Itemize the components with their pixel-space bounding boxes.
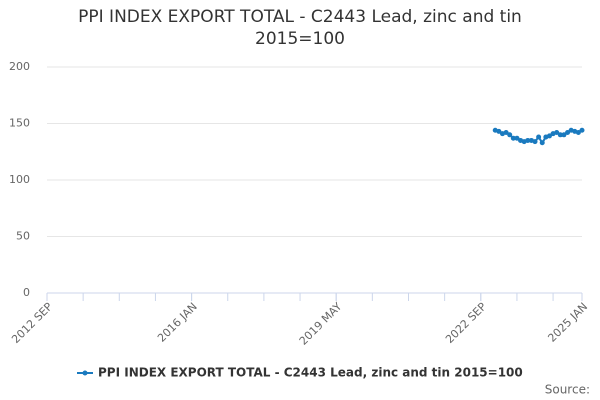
x-tick-label: 2012 SEP [9, 300, 55, 346]
data-point [546, 133, 552, 139]
y-tick-label: 150 [9, 117, 30, 130]
data-point [575, 130, 581, 136]
x-tick-label: 2019 MAY [297, 300, 345, 348]
data-point [507, 132, 513, 138]
data-point [510, 135, 516, 141]
source: Source: [545, 383, 590, 397]
y-tick-label: 200 [9, 60, 30, 73]
x-tick-label: 2025 JAN [545, 300, 590, 345]
y-tick-label: 50 [16, 230, 30, 243]
x-tick-label: 2016 JAN [155, 300, 200, 345]
data-point [557, 132, 563, 138]
data-point [565, 130, 571, 136]
data-point [503, 130, 509, 136]
legend-label: PPI INDEX EXPORT TOTAL - C2443 Lead, zin… [98, 366, 523, 380]
legend-marker [82, 370, 88, 376]
data-point [525, 137, 531, 143]
data-point [579, 127, 585, 133]
chart-title: PPI INDEX EXPORT TOTAL - C2443 Lead, zin… [78, 7, 522, 49]
data-point [539, 140, 545, 146]
y-tick-label: 100 [9, 173, 30, 186]
data-point [514, 135, 520, 141]
data-point [554, 130, 560, 136]
data-point [536, 134, 542, 140]
data-point [561, 132, 567, 138]
x-tick-label: 2022 SEP [443, 300, 489, 346]
y-tick-label: 0 [23, 286, 30, 299]
data-point [532, 139, 538, 145]
data-point [496, 128, 502, 134]
